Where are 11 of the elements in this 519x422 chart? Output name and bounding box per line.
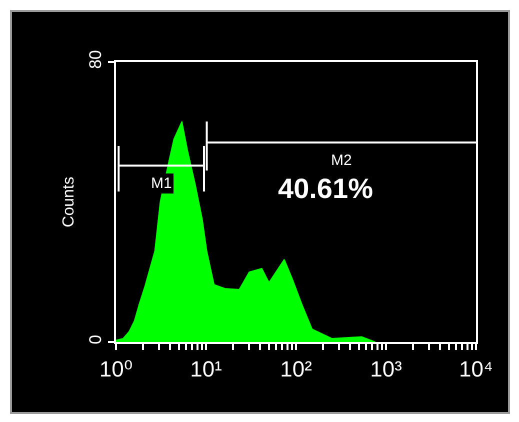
annotation: 40.61% — [278, 173, 374, 204]
y-tick-label: 0 — [86, 334, 106, 344]
x-tick-label: 10⁴ — [459, 356, 493, 382]
series-label: M2 — [331, 152, 352, 169]
x-tick-label: 10³ — [370, 356, 402, 382]
y-axis-title: Counts — [60, 176, 78, 228]
x-tick-label: 10⁰ — [99, 356, 133, 382]
y-tick-label: 80 — [86, 50, 106, 69]
x-tick-label: 10¹ — [190, 356, 222, 382]
series-label: M1 — [151, 175, 172, 192]
x-tick-label: 10² — [280, 356, 312, 382]
